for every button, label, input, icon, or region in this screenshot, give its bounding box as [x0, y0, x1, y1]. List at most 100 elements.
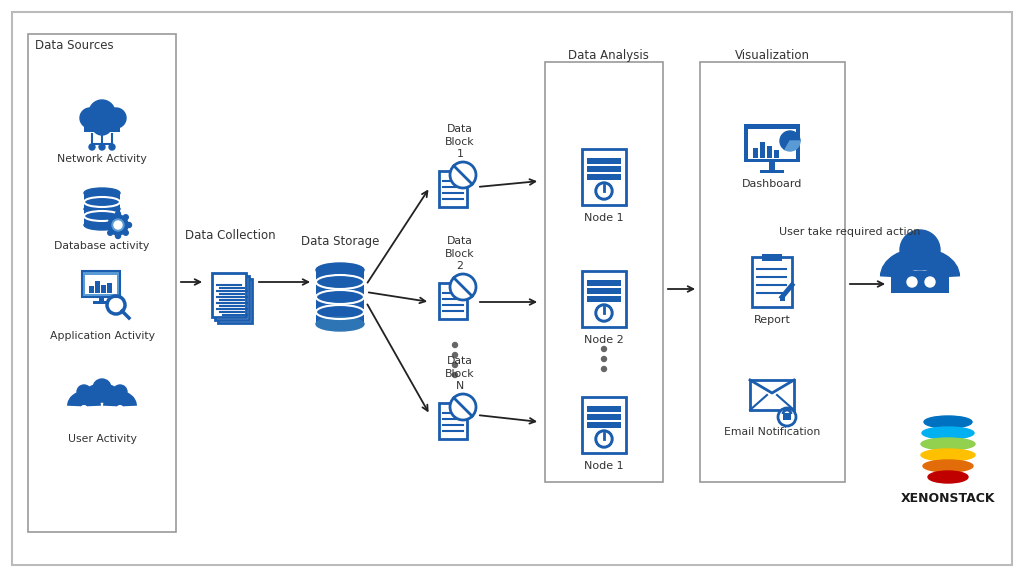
- Circle shape: [453, 362, 458, 368]
- Wedge shape: [780, 131, 800, 149]
- Bar: [587, 158, 621, 164]
- Bar: [439, 403, 467, 439]
- Ellipse shape: [924, 416, 972, 428]
- Circle shape: [907, 277, 918, 287]
- Circle shape: [595, 430, 613, 448]
- Bar: [215, 276, 249, 320]
- Bar: [783, 413, 791, 420]
- Text: Dashboard: Dashboard: [741, 179, 802, 189]
- Circle shape: [89, 144, 95, 150]
- Bar: [774, 150, 779, 158]
- Circle shape: [601, 357, 606, 362]
- Bar: [218, 279, 252, 323]
- Circle shape: [595, 304, 613, 322]
- Circle shape: [106, 108, 126, 128]
- Bar: [767, 146, 772, 158]
- Circle shape: [450, 274, 476, 300]
- Bar: [582, 397, 626, 453]
- Circle shape: [598, 307, 610, 319]
- Bar: [587, 422, 621, 428]
- Bar: [582, 149, 626, 205]
- Bar: [780, 296, 785, 301]
- Circle shape: [114, 221, 122, 229]
- Bar: [101, 285, 106, 293]
- Circle shape: [77, 385, 91, 399]
- Circle shape: [127, 223, 131, 227]
- Bar: [587, 280, 621, 286]
- Circle shape: [116, 234, 121, 238]
- Bar: [99, 296, 104, 303]
- Bar: [587, 166, 621, 172]
- Circle shape: [93, 379, 111, 397]
- Circle shape: [453, 353, 458, 358]
- Text: Visualization: Visualization: [734, 49, 810, 62]
- Circle shape: [112, 219, 124, 231]
- Bar: [95, 281, 100, 293]
- Text: Data Analysis: Data Analysis: [567, 49, 648, 62]
- Circle shape: [601, 347, 606, 351]
- Bar: [85, 275, 117, 294]
- Bar: [28, 34, 176, 532]
- Bar: [587, 406, 621, 412]
- Text: Report: Report: [754, 315, 791, 325]
- Circle shape: [108, 215, 128, 235]
- Bar: [760, 170, 784, 173]
- Text: Database activity: Database activity: [54, 241, 150, 251]
- Circle shape: [113, 385, 127, 399]
- Bar: [316, 269, 364, 324]
- Bar: [762, 254, 782, 261]
- Bar: [582, 271, 626, 327]
- Text: User Activity: User Activity: [68, 434, 136, 444]
- Circle shape: [450, 162, 476, 188]
- Bar: [891, 267, 905, 293]
- Circle shape: [109, 144, 115, 150]
- Bar: [439, 171, 467, 207]
- Bar: [587, 288, 621, 294]
- Text: Network Activity: Network Activity: [57, 154, 146, 164]
- Text: Application Activity: Application Activity: [49, 331, 155, 341]
- Text: XENONSTACK: XENONSTACK: [901, 492, 995, 505]
- Bar: [935, 267, 949, 293]
- Bar: [106, 283, 112, 293]
- Bar: [212, 273, 246, 317]
- Ellipse shape: [922, 427, 974, 439]
- Bar: [748, 129, 796, 159]
- Circle shape: [99, 144, 105, 150]
- Ellipse shape: [921, 438, 975, 450]
- Ellipse shape: [84, 188, 120, 198]
- Bar: [744, 124, 800, 162]
- Circle shape: [89, 100, 115, 126]
- Ellipse shape: [921, 449, 975, 461]
- Circle shape: [598, 433, 610, 445]
- Bar: [545, 62, 663, 482]
- Circle shape: [108, 215, 113, 220]
- Circle shape: [601, 366, 606, 372]
- Circle shape: [123, 215, 128, 220]
- Bar: [84, 112, 120, 132]
- Circle shape: [778, 408, 796, 426]
- Bar: [752, 257, 792, 307]
- Bar: [700, 62, 845, 482]
- Circle shape: [92, 115, 112, 135]
- Text: Data Storage: Data Storage: [301, 235, 379, 248]
- Text: User take required action: User take required action: [779, 227, 921, 237]
- Bar: [82, 271, 120, 297]
- Ellipse shape: [84, 220, 120, 230]
- Circle shape: [598, 185, 610, 197]
- Bar: [587, 414, 621, 420]
- Circle shape: [595, 182, 613, 200]
- Ellipse shape: [928, 471, 968, 483]
- Circle shape: [900, 230, 940, 270]
- Circle shape: [80, 108, 100, 128]
- Text: Email Notification: Email Notification: [724, 427, 820, 437]
- Bar: [84, 193, 120, 225]
- Text: Data
Block
1: Data Block 1: [445, 124, 475, 159]
- Bar: [89, 286, 94, 293]
- Text: Node 1: Node 1: [584, 213, 624, 223]
- Text: Data
Block
2: Data Block 2: [445, 236, 475, 271]
- Bar: [587, 174, 621, 180]
- Text: Data Sources: Data Sources: [35, 39, 114, 52]
- Text: Node 2: Node 2: [584, 335, 624, 345]
- Bar: [750, 380, 794, 410]
- Circle shape: [453, 343, 458, 347]
